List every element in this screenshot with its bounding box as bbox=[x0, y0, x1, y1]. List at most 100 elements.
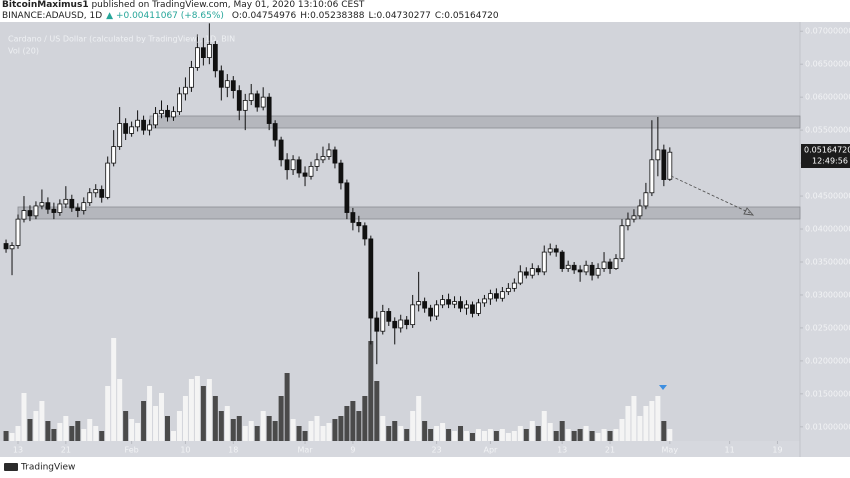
volume-bar bbox=[314, 416, 320, 441]
y-tick-label: 0.04000000 bbox=[805, 225, 850, 234]
candle-body bbox=[129, 126, 135, 134]
candle-body bbox=[278, 139, 284, 161]
volume-bar bbox=[410, 411, 416, 441]
candle-body bbox=[547, 248, 553, 253]
volume-bar bbox=[135, 423, 141, 441]
y-tick-label: 0.07000000 bbox=[805, 27, 850, 36]
volume-bar bbox=[236, 416, 242, 441]
volume-bar bbox=[290, 419, 296, 441]
volume-bar bbox=[356, 411, 362, 441]
candle-body bbox=[410, 304, 416, 326]
price-axis-background bbox=[800, 22, 850, 441]
change: ▲ +0.00411067 (+8.65%) bbox=[106, 11, 228, 21]
candle-body bbox=[440, 299, 445, 306]
candle-body bbox=[320, 156, 326, 161]
candle-body bbox=[625, 218, 631, 227]
volume-bar bbox=[188, 379, 194, 441]
candle-body bbox=[27, 210, 33, 217]
volume-bar bbox=[631, 396, 637, 441]
candle-body bbox=[123, 123, 129, 134]
volume-bar bbox=[404, 429, 410, 441]
volume-bar bbox=[523, 429, 529, 441]
volume-bar bbox=[332, 419, 338, 441]
candle-body bbox=[464, 304, 469, 309]
candle-body bbox=[392, 320, 398, 329]
volume-bar bbox=[517, 426, 523, 441]
candle-body bbox=[434, 304, 440, 317]
volume-bar bbox=[661, 421, 667, 441]
volume-bar bbox=[458, 426, 464, 441]
price-label-box bbox=[801, 144, 850, 168]
candle-body bbox=[362, 225, 368, 240]
candle-body bbox=[589, 264, 595, 276]
candle-body bbox=[583, 264, 589, 273]
candle-body bbox=[87, 192, 93, 204]
volume-bar bbox=[33, 411, 39, 441]
candle-body bbox=[422, 301, 428, 309]
volume-bar bbox=[481, 431, 487, 441]
y-tick-label: 0.04500000 bbox=[805, 192, 850, 201]
volume-bar bbox=[170, 431, 176, 441]
volume-bar bbox=[15, 426, 21, 441]
volume-bar bbox=[374, 381, 380, 441]
volume-bar bbox=[338, 416, 344, 441]
candle-body bbox=[356, 222, 362, 227]
x-tick-label: 19 bbox=[772, 446, 782, 455]
volume-bar bbox=[368, 341, 374, 441]
candle-body bbox=[649, 159, 655, 194]
candle-body bbox=[368, 238, 374, 319]
up-arrow: ▲ bbox=[106, 11, 114, 21]
volume-bar bbox=[499, 429, 505, 441]
candle-body bbox=[553, 248, 559, 253]
x-tick-label: 13 bbox=[13, 446, 23, 455]
volume-bar bbox=[601, 429, 607, 441]
candle-body bbox=[667, 151, 673, 180]
candle-body bbox=[141, 119, 146, 131]
volume-bar bbox=[230, 419, 236, 441]
candle-body bbox=[577, 269, 583, 273]
volume-bar bbox=[469, 433, 475, 441]
candle-body bbox=[284, 159, 290, 171]
candle-body bbox=[565, 264, 571, 269]
candle-body bbox=[75, 207, 81, 211]
candle-body bbox=[482, 298, 487, 304]
volume-bar bbox=[99, 431, 105, 441]
volume-bar bbox=[547, 423, 553, 441]
candle-body bbox=[212, 44, 218, 72]
candle-body bbox=[153, 113, 158, 126]
y-tick-label: 0.03000000 bbox=[805, 290, 850, 299]
y-tick-label: 0.06000000 bbox=[805, 93, 850, 102]
arrow-head bbox=[743, 207, 755, 216]
volume-bar bbox=[452, 431, 458, 441]
brand: TradingView bbox=[20, 463, 75, 473]
volume-bar bbox=[141, 401, 147, 441]
volume-bar bbox=[511, 431, 517, 441]
y-tick-label: 0.02500000 bbox=[805, 323, 850, 332]
volume-bar bbox=[541, 411, 547, 441]
header-line: BINANCE:ADAUSD, 1D ▲ +0.00411067 (+8.65%)… bbox=[2, 11, 848, 22]
candle-body bbox=[206, 44, 212, 59]
volume-bar bbox=[637, 416, 643, 441]
candle-body bbox=[260, 96, 266, 108]
volume-bar bbox=[27, 419, 33, 441]
volume-bar bbox=[224, 406, 230, 441]
x-tick-label: Mar bbox=[297, 446, 313, 455]
volume-bar bbox=[284, 373, 290, 441]
candle-body bbox=[21, 210, 27, 220]
resistance-zone bbox=[149, 115, 801, 129]
volume-bar bbox=[182, 396, 188, 441]
candle-body bbox=[224, 80, 230, 88]
volume-bar bbox=[398, 426, 404, 441]
chart-legend-title: Cardano / US Dollar (calculated by Tradi… bbox=[8, 35, 235, 44]
candle-body bbox=[607, 261, 613, 269]
x-tick-label: Feb bbox=[125, 446, 139, 455]
candle-body bbox=[326, 149, 332, 157]
candle-body bbox=[619, 225, 625, 260]
volume-bar bbox=[434, 426, 440, 441]
volume-bar bbox=[272, 421, 278, 441]
volume-bar bbox=[39, 401, 45, 441]
y-tick-label: 0.03500000 bbox=[805, 257, 850, 266]
plot-background bbox=[0, 22, 800, 441]
volume-bar bbox=[129, 419, 135, 441]
volume-bar bbox=[75, 421, 81, 441]
